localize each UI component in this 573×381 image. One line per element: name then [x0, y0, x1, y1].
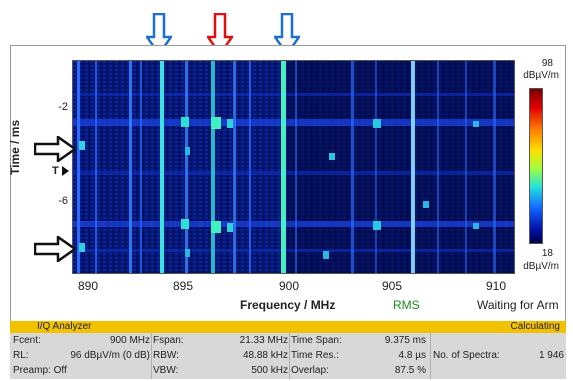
detector-label: RMS: [393, 298, 420, 312]
fspan-value: 21.33 MHz: [239, 335, 288, 346]
overlap-label: Overlap:: [291, 365, 329, 376]
y-axis-title: Time / ms: [8, 119, 22, 175]
x-tick-label: 895: [172, 279, 194, 293]
preamp-label: Preamp: Off: [13, 365, 67, 376]
status-bar: I/Q Analyzer Calculating: [10, 321, 566, 333]
x-tick-label: 890: [77, 279, 99, 293]
x-tick-label: 905: [381, 279, 403, 293]
overlap-value: 87.5 %: [394, 365, 426, 376]
time-span-value: 9.375 ms: [384, 335, 426, 346]
mode-label: I/Q Analyzer: [37, 321, 92, 332]
color-scale-bar: [529, 88, 543, 244]
colorbar-max-value: 98: [541, 58, 553, 69]
rl-label: RL:: [13, 350, 29, 361]
x-tick-label: 910: [485, 279, 507, 293]
y-tick-label: -2: [58, 101, 68, 113]
divider: [430, 333, 431, 379]
vbw-label: VBW:: [153, 365, 179, 376]
y-tick-label: -6: [58, 195, 68, 207]
divider: [151, 333, 152, 379]
right-arrow-icon-lower: [34, 236, 76, 262]
time-res-label: Time Res.:: [291, 350, 339, 361]
spectrogram-plot[interactable]: [72, 60, 515, 274]
fspan-label: Fspan:: [153, 335, 184, 346]
trigger-marker-icon: [62, 166, 69, 176]
rl-value: 96 dBµV/m (0 dB): [70, 350, 150, 361]
colorbar-min-value: 18: [541, 248, 553, 259]
colorbar-min-unit: dBµV/m: [523, 261, 559, 272]
spectra-label: No. of Spectra:: [433, 350, 500, 361]
trigger-marker: T: [52, 165, 59, 177]
rbw-value: 48.88 kHz: [242, 350, 288, 361]
vbw-value: 500 kHz: [251, 365, 288, 376]
colorbar-max-unit: dBµV/m: [523, 70, 559, 81]
measurement-state: Calculating: [510, 321, 560, 332]
fcent-value: 900 MHz: [109, 335, 150, 346]
right-arrow-icon-upper: [34, 136, 76, 162]
time-res-value: 4.8 µs: [398, 350, 426, 361]
spectra-value: 1 946: [538, 350, 564, 361]
parameter-table: [10, 333, 566, 379]
trigger-status: Waiting for Arm: [477, 298, 559, 312]
divider: [289, 333, 290, 379]
fcent-label: Fcent:: [13, 335, 41, 346]
x-tick-label: 900: [278, 279, 300, 293]
spectrogram-image: [73, 61, 514, 273]
x-axis-title: Frequency / MHz: [240, 298, 336, 312]
time-span-label: Time Span:: [291, 335, 342, 346]
rbw-label: RBW:: [153, 350, 179, 361]
